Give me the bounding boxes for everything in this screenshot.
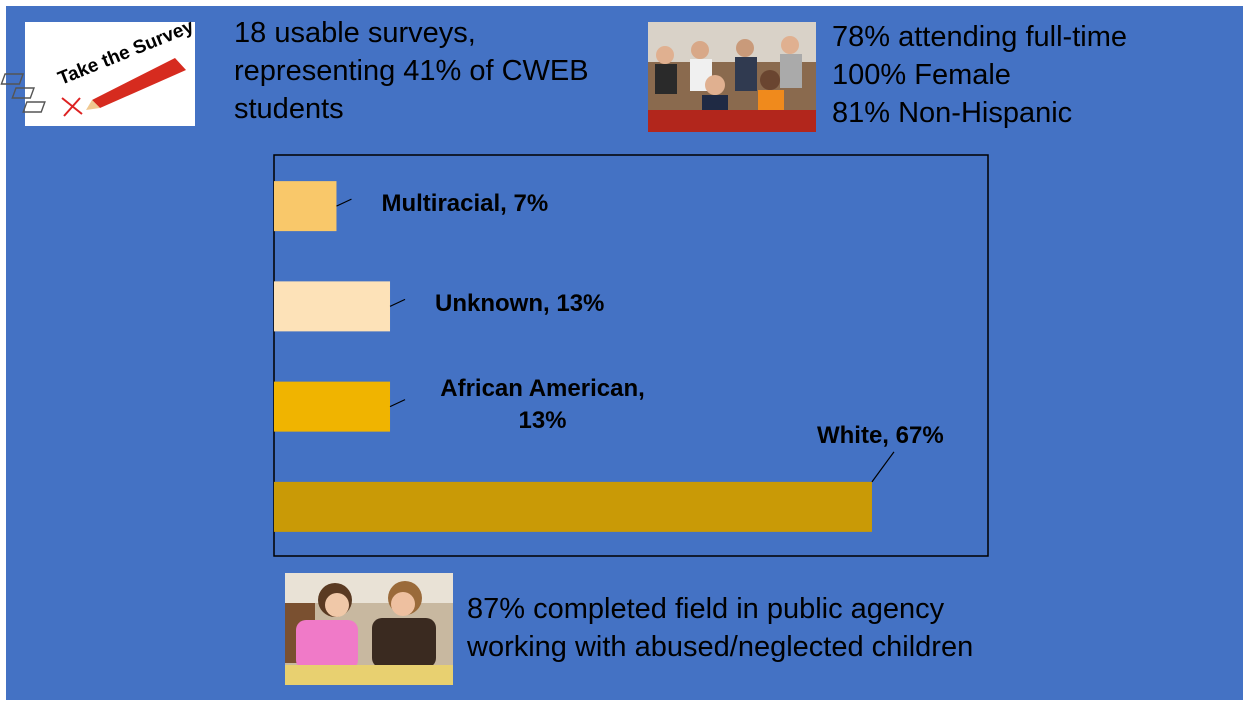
bar bbox=[274, 181, 337, 232]
text-line: 100% Female bbox=[832, 59, 1011, 91]
bar bbox=[274, 281, 391, 332]
text-line: 87% completed field in public agency bbox=[467, 593, 945, 625]
value-label: African American, 13% bbox=[440, 374, 645, 434]
text-line: working with abused/neglected children bbox=[467, 631, 974, 663]
pencil-tip bbox=[86, 100, 100, 110]
text-line: 81% Non-Hispanic bbox=[832, 97, 1073, 129]
pencil bbox=[92, 58, 186, 108]
value-label: White, 67% bbox=[816, 421, 944, 449]
leader-line bbox=[389, 399, 406, 408]
text-line: 78% attending full-time bbox=[832, 21, 1127, 53]
bar bbox=[274, 381, 391, 432]
child-photo bbox=[285, 573, 453, 685]
leader-line bbox=[336, 198, 352, 207]
field-text: 87% completed field in public agency work… bbox=[467, 590, 973, 666]
demographics-text: 78% attending full-time 100% Female 81% No… bbox=[832, 18, 1127, 132]
value-label: Unknown, 13% bbox=[435, 290, 605, 318]
survey-checkboxes bbox=[0, 73, 83, 117]
chart-frame bbox=[273, 154, 989, 557]
slide-background bbox=[6, 6, 1243, 700]
value-label: Multiracial, 7% bbox=[381, 190, 549, 218]
classroom-photo bbox=[648, 22, 816, 132]
leader-line bbox=[389, 298, 406, 307]
text-line: students bbox=[234, 93, 344, 125]
leader-line bbox=[871, 451, 895, 483]
text-line: 18 usable surveys, bbox=[234, 17, 476, 49]
bar bbox=[274, 481, 872, 532]
text-line: representing 41% of CWEB bbox=[234, 55, 589, 87]
summary-text: 18 usable surveys, representing 41% of CW… bbox=[234, 14, 589, 128]
